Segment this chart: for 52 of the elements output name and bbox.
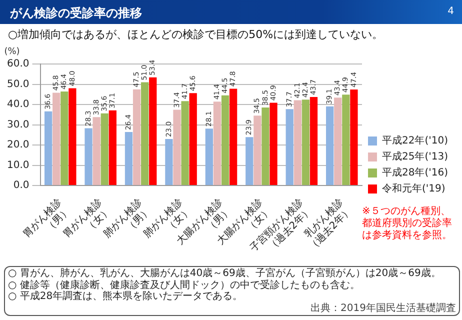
bar (270, 102, 278, 186)
bar (92, 117, 100, 186)
bar (149, 77, 157, 186)
legend-label: 令和元年('19) (382, 182, 446, 195)
bar (84, 128, 92, 186)
bar (326, 106, 334, 186)
source-note: 出典：2019年国民生活基礎調査 (310, 302, 456, 314)
legend-label: 平成22年('10) (382, 134, 448, 147)
bar (246, 137, 254, 186)
legend-label: 平成25年('13) (382, 150, 448, 163)
bar (108, 110, 116, 186)
bar (286, 109, 294, 186)
y-axis-title: (%) (4, 46, 20, 57)
bar (310, 97, 318, 186)
y-tick-label: 50.0 (7, 78, 30, 90)
bar (132, 89, 141, 186)
bar (141, 82, 149, 186)
bar (52, 92, 60, 186)
y-tick-label: 20.0 (7, 140, 30, 151)
text: ○ 平成28年調査は、熊本県を除いたデータである。 (8, 291, 244, 302)
text: ○ 健診等（健康診断、健康診査及び人間ドック）の中で受診したものも含む。 (8, 280, 361, 290)
text: ※５つのがん種別、都道府県別の受診率は参考資料を参照。 (362, 206, 453, 242)
bar (173, 110, 181, 186)
text: ○ 胃がん、肺がん、乳がん、大腸がんは40歳～69歳、子宮がん（子宮頸がん）は20歳～69歳。 (8, 268, 442, 280)
bar (165, 138, 173, 186)
bar (294, 100, 302, 186)
legend-label: 平成28年('16) (382, 166, 448, 179)
bar (262, 108, 270, 186)
text: 4 (448, 6, 454, 17)
bar (44, 111, 52, 186)
bar (181, 101, 189, 186)
y-tick-label: 30.0 (7, 119, 30, 130)
bar (68, 88, 76, 186)
bar (221, 95, 230, 186)
chart-title: がん検診の受診率の推移 (10, 5, 142, 22)
y-tick-label: 10.0 (7, 160, 30, 171)
bar (213, 102, 222, 186)
y-tick-label: 60.0 (7, 58, 30, 70)
y-tick-label: 0.0 (13, 180, 30, 192)
bar (342, 94, 350, 186)
chart-subtitle: ○増加傾向ではあるが、ほとんどの検診で目標の50%には到達していない。 (8, 27, 384, 42)
y-tick-label: 40.0 (7, 99, 30, 110)
bar (189, 93, 197, 186)
bar (205, 128, 213, 186)
bar (350, 90, 358, 186)
bar (254, 116, 262, 186)
bar (334, 98, 342, 186)
bar (100, 113, 108, 186)
bar (229, 88, 238, 186)
bar (60, 92, 68, 186)
bar (124, 132, 133, 186)
bar (302, 100, 310, 186)
